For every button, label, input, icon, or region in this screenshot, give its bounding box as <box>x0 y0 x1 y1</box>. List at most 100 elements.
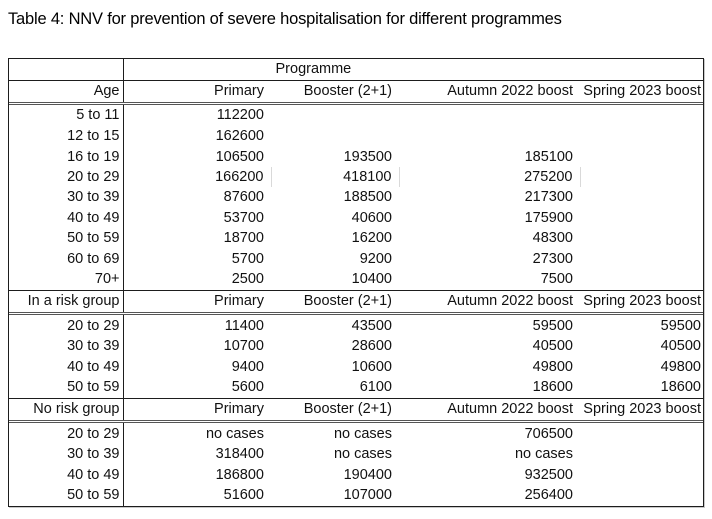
value-cell: 28600 <box>351 338 392 355</box>
table-caption: Table 4: NNV for prevention of severe ho… <box>8 10 562 28</box>
column-header-cell: Spring 2023 boost <box>580 79 703 105</box>
table-row: 50 to 59 18700 16200 48300 <box>9 228 703 249</box>
age-label-cell: 50 to 59 <box>9 228 124 249</box>
value-cell: 186800 <box>215 466 264 483</box>
value-cell <box>399 103 580 126</box>
value-cell: 418100 <box>271 167 400 188</box>
table-row: 30 to 39 10700 28600 40500 40500 <box>9 336 703 357</box>
age-label-cell: 50 to 59 <box>9 377 124 399</box>
value-cell: no cases <box>205 425 264 442</box>
value-cell: 18600 <box>532 379 573 396</box>
value-cell: 190400 <box>343 466 392 483</box>
table-row: 20 to 29 11400 43500 59500 59500 <box>9 313 703 337</box>
value-cell <box>580 167 703 187</box>
value-cell: no cases <box>333 425 392 442</box>
column-header-cell: Primary <box>123 290 271 316</box>
corner-cell <box>9 59 124 81</box>
value-cell: 217300 <box>524 189 573 206</box>
age-label-cell: 40 to 49 <box>9 464 124 486</box>
value-cell: 43500 <box>351 317 392 334</box>
value-cell: 48300 <box>532 230 573 247</box>
value-cell: 112200 <box>216 107 264 124</box>
age-label-cell: 20 to 29 <box>9 313 124 337</box>
value-cell: 18600 <box>660 379 701 396</box>
table-row: 16 to 19 106500 193500 185100 <box>9 146 703 167</box>
value-cell: no cases <box>333 446 392 463</box>
value-cell: 162600 <box>215 128 264 145</box>
value-cell: 18700 <box>223 230 264 247</box>
value-cell: 256400 <box>524 487 573 504</box>
value-cell: 53700 <box>223 209 264 226</box>
programme-header-cell: Programme <box>123 59 703 81</box>
value-cell: 11400 <box>224 317 264 334</box>
age-label-cell: 20 to 29 <box>9 167 124 188</box>
column-header-cell: Autumn 2022 boost <box>399 290 580 316</box>
value-cell: 275200 <box>399 167 581 188</box>
value-cell <box>580 126 703 146</box>
age-label-cell: 40 to 49 <box>9 356 124 378</box>
value-cell <box>399 126 580 146</box>
value-cell: 59500 <box>532 317 573 334</box>
value-cell: 188500 <box>343 189 392 206</box>
table-row: 12 to 15 162600 <box>9 126 703 147</box>
table-row: 30 to 39 318400 no cases no cases <box>9 444 703 465</box>
table-row: 20 to 29 no cases no cases 706500 <box>9 421 703 445</box>
section-header-row: Age Primary Booster (2+1) Autumn 2022 boost… <box>9 79 703 105</box>
age-label-cell: 12 to 15 <box>9 126 124 147</box>
value-cell: 9200 <box>359 250 392 267</box>
table-row: 70+ 2500 10400 7500 <box>9 269 703 291</box>
value-cell: 40500 <box>532 338 573 355</box>
age-label-cell: 5 to 11 <box>9 103 124 127</box>
value-cell: 106500 <box>215 148 264 165</box>
value-cell: 59500 <box>660 317 701 334</box>
table-row: 60 to 69 5700 9200 27300 <box>9 248 703 270</box>
nnv-table: Programme Age Primary Booster (2+1) Autumn 2… <box>8 58 704 507</box>
value-cell: 10700 <box>223 338 264 355</box>
column-header-cell: Booster (2+1) <box>271 290 399 316</box>
value-cell: 2500 <box>231 271 264 288</box>
value-cell: 27300 <box>532 250 573 267</box>
value-cell: 932500 <box>524 466 573 483</box>
value-cell <box>580 485 703 506</box>
value-cell: 51600 <box>223 487 264 504</box>
value-cell: 40600 <box>351 209 392 226</box>
value-cell <box>580 147 703 167</box>
value-cell: no cases <box>514 446 573 463</box>
value-cell: 706500 <box>524 425 573 442</box>
age-label-cell: 60 to 69 <box>9 248 124 270</box>
column-header-cell: Booster (2+1) <box>271 79 399 105</box>
value-cell <box>271 103 399 126</box>
table-row: 40 to 49 186800 190400 932500 <box>9 464 703 486</box>
column-header-cell: Autumn 2022 boost <box>399 79 580 105</box>
section-label-cell: No risk group <box>9 398 124 424</box>
value-cell <box>580 249 703 269</box>
value-cell <box>580 465 703 485</box>
value-cell <box>580 187 703 207</box>
value-cell: 5700 <box>231 250 264 267</box>
value-cell: 49800 <box>660 358 701 375</box>
column-header-cell: Spring 2023 boost <box>580 398 703 424</box>
value-cell: 175900 <box>524 209 573 226</box>
section-header-row: In a risk group Primary Booster (2+1) Autum… <box>9 290 703 316</box>
table-row: 5 to 11 112200 <box>9 103 703 127</box>
table-row: 40 to 49 9400 10600 49800 49800 <box>9 356 703 378</box>
value-cell: 10600 <box>351 358 392 375</box>
value-cell: 318400 <box>215 446 264 463</box>
programme-header-row: Programme <box>9 59 703 81</box>
table-row: 50 to 59 51600 107000 256400 <box>9 485 703 506</box>
age-label-cell: 70+ <box>9 269 124 291</box>
value-cell: 87600 <box>223 189 264 206</box>
age-label-cell: 30 to 39 <box>9 444 124 465</box>
age-label-cell: 30 to 39 <box>9 187 124 208</box>
value-cell <box>580 269 703 290</box>
value-cell: 40500 <box>660 338 701 355</box>
value-cell <box>580 228 703 248</box>
nnv-table-grid: Programme Age Primary Booster (2+1) Autumn 2… <box>9 59 703 506</box>
value-cell: 49800 <box>532 358 573 375</box>
value-cell: 166200 <box>123 167 272 188</box>
value-cell: 16200 <box>351 230 392 247</box>
section-label-cell: In a risk group <box>9 290 124 316</box>
table-row: 50 to 59 5600 6100 18600 18600 <box>9 377 703 399</box>
value-cell <box>580 103 703 126</box>
